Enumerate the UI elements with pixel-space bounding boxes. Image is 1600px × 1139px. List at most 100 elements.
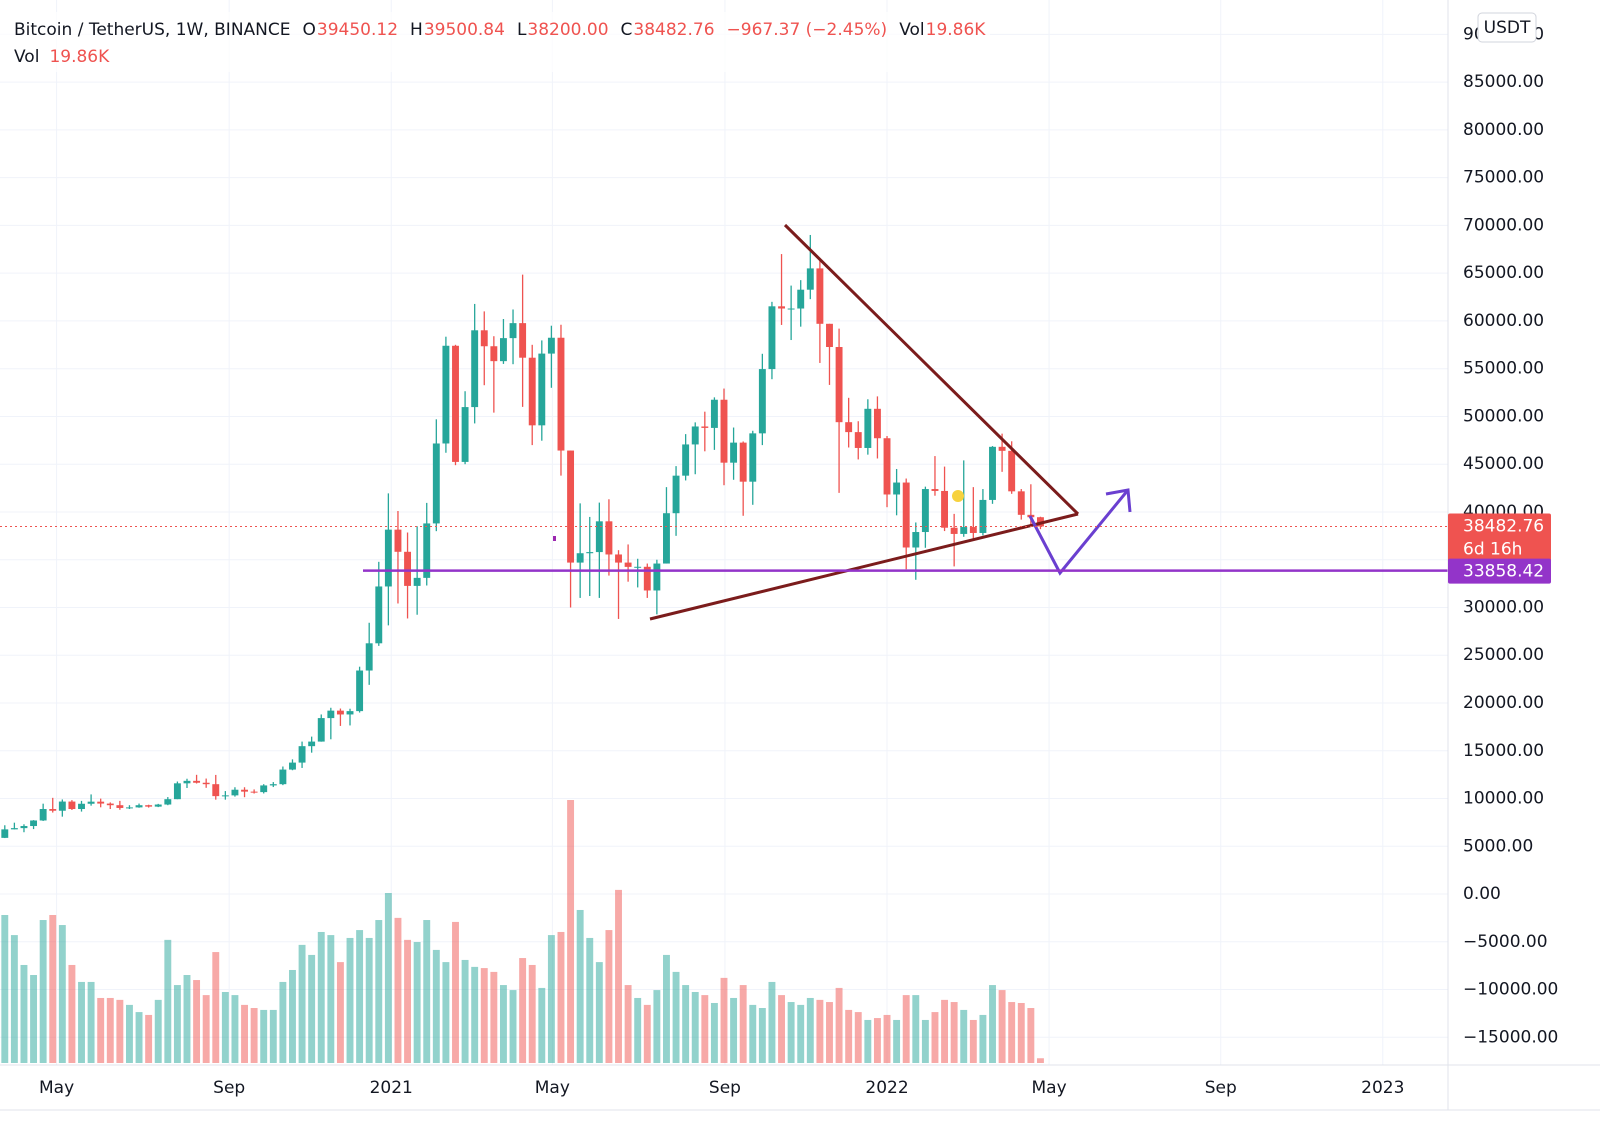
candle-body bbox=[691, 426, 699, 445]
candle-body bbox=[135, 805, 143, 808]
legend-value: 39500.84 bbox=[424, 20, 505, 40]
candle-body bbox=[921, 489, 929, 533]
volume-bar bbox=[432, 949, 440, 1063]
volume-bar bbox=[289, 969, 296, 1063]
candle-body bbox=[509, 323, 517, 339]
volume-bar bbox=[701, 995, 709, 1063]
volume-bar bbox=[260, 1009, 268, 1063]
volume-bar bbox=[461, 959, 469, 1063]
candle-body bbox=[586, 552, 594, 554]
y-tick-label: 80000.00 bbox=[1463, 120, 1544, 140]
volume-bar bbox=[902, 995, 910, 1063]
volume-bar bbox=[20, 964, 28, 1063]
candle-body bbox=[231, 789, 239, 796]
volume-bar bbox=[710, 1002, 718, 1063]
volume-bar bbox=[691, 991, 699, 1063]
y-tick-label: 60000.00 bbox=[1463, 311, 1544, 331]
candle-body bbox=[375, 586, 383, 644]
candle-body bbox=[979, 499, 987, 533]
candle-body bbox=[289, 762, 296, 770]
volume-bar bbox=[308, 954, 316, 1063]
legend-key: H bbox=[410, 20, 423, 40]
volume-bar bbox=[816, 999, 824, 1063]
currency-box bbox=[1477, 12, 1537, 43]
candle-body bbox=[68, 801, 76, 810]
candle-body bbox=[384, 529, 392, 587]
volume-bar bbox=[183, 975, 191, 1063]
volume-bar bbox=[979, 1014, 987, 1063]
candle-body bbox=[730, 442, 738, 463]
volume-bar bbox=[1008, 1002, 1016, 1063]
legend: Bitcoin / TetherUS, 1W, BINANCE O 39450.12… bbox=[0, 12, 990, 72]
volume-bar bbox=[797, 1004, 805, 1063]
volume-bar bbox=[30, 975, 38, 1063]
candle-body bbox=[97, 801, 105, 804]
candle-body bbox=[643, 566, 651, 591]
volume-bar bbox=[672, 971, 680, 1063]
candle-body bbox=[854, 432, 862, 448]
volume-bar bbox=[826, 1002, 833, 1063]
candle-body bbox=[931, 489, 939, 491]
candle-body bbox=[202, 782, 210, 785]
volume-bar bbox=[173, 985, 181, 1063]
volume-bar bbox=[653, 990, 661, 1063]
candle-body bbox=[250, 791, 258, 793]
candle-body bbox=[58, 801, 66, 811]
candle-body bbox=[308, 741, 316, 747]
volume-bar bbox=[960, 1009, 968, 1063]
x-tick-label: May bbox=[1032, 1078, 1067, 1098]
volume-bar bbox=[423, 920, 431, 1063]
candle-body bbox=[595, 521, 603, 553]
volume-bar bbox=[605, 930, 613, 1063]
candle-body bbox=[193, 780, 201, 783]
legend-key: C bbox=[621, 20, 633, 40]
legend-value: 38482.76 bbox=[633, 20, 714, 40]
volume-bar bbox=[806, 997, 814, 1063]
volume-bar bbox=[663, 954, 670, 1063]
candle-body bbox=[39, 809, 47, 821]
volume-bar bbox=[634, 997, 642, 1063]
candle-body bbox=[279, 769, 287, 785]
countdown-label: 6d 16h bbox=[1463, 539, 1522, 559]
legend-key: O bbox=[303, 20, 316, 40]
candle-body bbox=[845, 422, 853, 433]
volume-bar bbox=[538, 987, 546, 1063]
volume-bar bbox=[116, 999, 124, 1063]
volume-bar bbox=[768, 981, 776, 1063]
candle-body bbox=[883, 438, 891, 495]
candle-body bbox=[749, 433, 757, 482]
volume-bar bbox=[864, 1019, 872, 1063]
candle-body bbox=[1008, 450, 1016, 492]
candle-body bbox=[950, 527, 958, 534]
volume-bar bbox=[375, 920, 383, 1063]
candle-body bbox=[682, 444, 690, 476]
volume-bar bbox=[154, 999, 162, 1063]
candle-body bbox=[941, 490, 949, 528]
candle-body bbox=[183, 780, 191, 784]
candle-body bbox=[260, 785, 268, 793]
candle-body bbox=[557, 337, 565, 451]
legend-title: Bitcoin / TetherUS, 1W, BINANCE bbox=[14, 20, 291, 40]
support-price-label: 33858.42 bbox=[1463, 562, 1544, 582]
candle-body bbox=[605, 521, 613, 555]
candle-body bbox=[768, 306, 776, 370]
y-tick-label: −10000.00 bbox=[1463, 980, 1558, 1000]
candle-body bbox=[317, 718, 325, 742]
x-tick-label: Sep bbox=[1205, 1078, 1237, 1098]
y-tick-label: 5000.00 bbox=[1463, 836, 1533, 856]
candle-body bbox=[452, 345, 459, 462]
candle-body bbox=[154, 804, 162, 807]
candle-body bbox=[528, 357, 536, 426]
volume-bar bbox=[682, 985, 690, 1063]
volume-bar bbox=[202, 995, 210, 1063]
candles bbox=[1, 234, 1044, 839]
candle-body bbox=[864, 408, 872, 448]
volume-bar bbox=[835, 987, 843, 1063]
candle-body bbox=[835, 347, 843, 423]
x-tick-label: May bbox=[39, 1078, 74, 1098]
volume-bar bbox=[969, 1019, 977, 1063]
volume-bar bbox=[749, 1004, 757, 1063]
legend-value: 38200.00 bbox=[527, 20, 608, 40]
candle-body bbox=[912, 532, 920, 548]
volume-bar bbox=[279, 981, 287, 1063]
